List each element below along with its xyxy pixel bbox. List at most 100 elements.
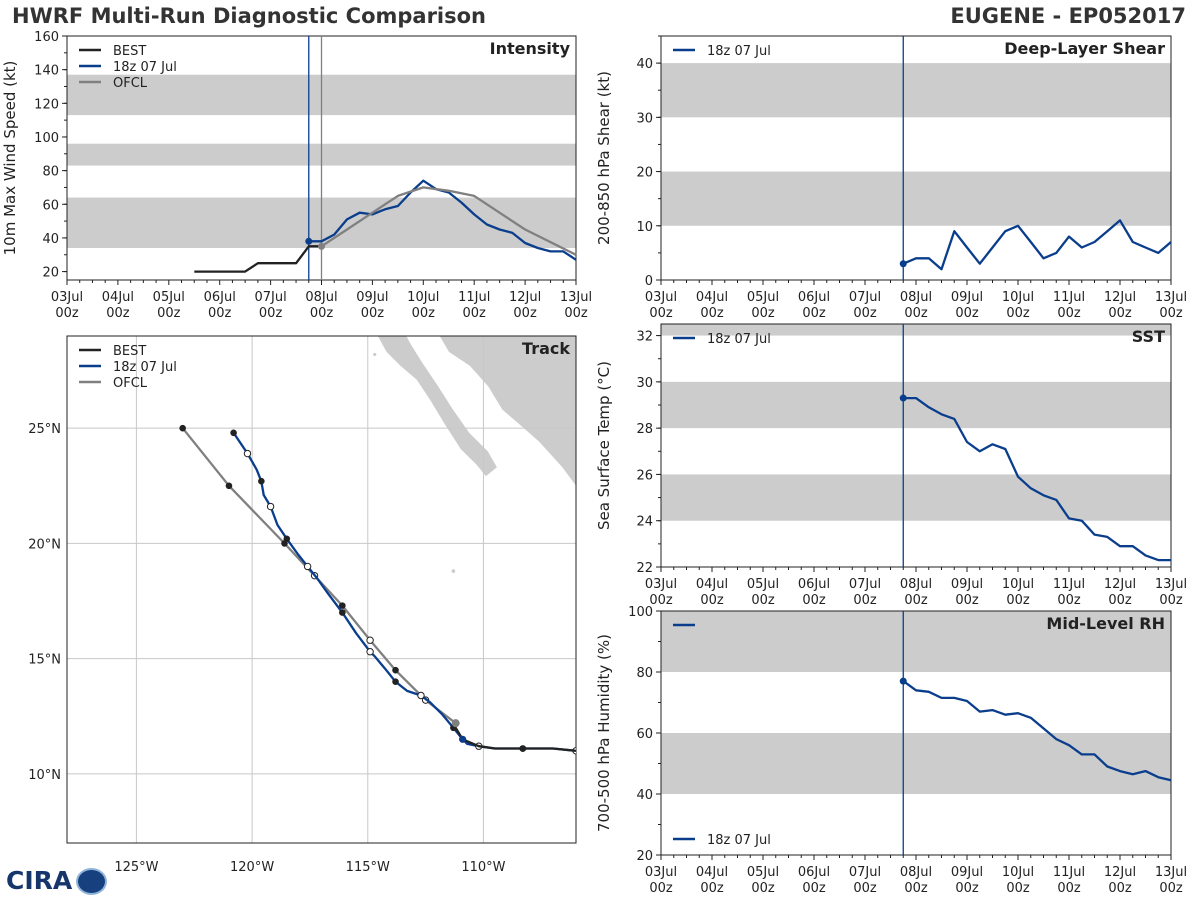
land-island [373,352,377,357]
sst-xtick-day: 07Jul [849,577,881,592]
shear-ytick-label: 10 [636,220,653,235]
track-point-open [266,502,275,511]
shear-ytick-label: 20 [636,166,653,181]
track-legend-label: BEST [113,344,146,359]
intensity-ylabel: 10m Max Wind Speed (kt) [1,61,19,256]
intensity-xtick-day: 12Jul [509,290,541,305]
logo-text: CIRA [6,866,73,895]
shear-panel: 01020304003Jul00z04Jul00z05Jul00z06Jul00… [595,35,1187,321]
track-series-ofcl [181,427,457,725]
intensity-xtick-day: 10Jul [407,290,439,305]
intensity-ytick-label: 100 [34,131,59,146]
shear-legend-label: 18z 07 Jul [707,44,771,59]
shear-xtick-hour: 00z [1108,306,1132,321]
rh-legend-label: 18z 07 Jul [707,833,771,848]
intensity-ytick-label: 160 [34,30,59,45]
logo-emblem-icon [76,868,107,895]
shear-xtick-day: 13Jul [1155,290,1187,305]
shear-shade-band [661,171,1171,226]
track-point-filled [283,535,291,543]
page-title: HWRF Multi-Run Diagnostic Comparison [12,4,487,28]
shear-xtick-hour: 00z [1006,306,1030,321]
rh-ytick-label: 40 [636,788,653,803]
shear-xtick-day: 08Jul [900,290,932,305]
sst-xtick-hour: 00z [802,593,826,608]
shear-xtick-day: 12Jul [1104,290,1136,305]
intensity-xtick-hour: 00z [310,306,334,321]
rh-xtick-day: 13Jul [1155,865,1187,880]
sst-ytick-label: 24 [636,515,653,530]
rh-xtick-hour: 00z [700,881,724,896]
shear-ytick-label: 30 [636,111,653,126]
intensity-series-best [194,245,322,273]
intensity-ytick-label: 140 [34,64,59,79]
rh-xtick-day: 09Jul [951,865,983,880]
rh-xtick-hour: 00z [1057,881,1081,896]
intensity-xtick-hour: 00z [361,306,385,321]
rh-panel: 2040608010003Jul00z04Jul00z05Jul00z06Jul… [595,605,1187,896]
track-land [373,336,576,573]
intensity-xtick-hour: 00z [157,306,181,321]
land-mainland [439,336,576,487]
sst-ylabel: Sea Surface Temp (°C) [595,361,613,530]
sst-xtick-hour: 00z [649,593,673,608]
intensity-legend-label: BEST [113,44,146,59]
shear-xtick-day: 11Jul [1053,290,1085,305]
track-point-filled [179,424,186,432]
shear-shade-band [661,63,1171,118]
rh-xtick-hour: 00z [955,881,979,896]
shear-series-run [902,219,1172,271]
sst-panel-title: SST [1132,327,1165,346]
intensity-legend-label: OFCL [113,76,148,91]
track-xtick-label: 110°W [461,860,505,875]
storm-id-title: EUGENE - EP052017 [950,4,1186,28]
sst-shade-band [661,324,1171,336]
intensity-xtick-hour: 00z [412,306,436,321]
track-run-start [459,735,467,743]
rh-xtick-hour: 00z [1159,881,1183,896]
sst-ytick-label: 32 [636,330,653,345]
sst-xtick-hour: 00z [955,593,979,608]
rh-xtick-day: 11Jul [1053,865,1085,880]
intensity-xtick-day: 04Jul [102,290,134,305]
intensity-panel-title: Intensity [490,39,571,58]
sst-point-run [899,394,907,402]
intensity-panel: 2040608010012014016003Jul00z04Jul00z05Ju… [1,30,592,321]
shear-xtick-hour: 00z [802,306,826,321]
rh-shade-band [661,611,1171,672]
sst-xtick-day: 08Jul [900,577,932,592]
track-legend-label: OFCL [113,376,148,391]
intensity-xtick-day: 09Jul [356,290,388,305]
shear-xtick-hour: 00z [751,306,775,321]
land-island [451,569,456,573]
track-point-open [303,562,312,571]
intensity-ytick-label: 40 [42,232,59,247]
sst-xtick-hour: 00z [751,593,775,608]
track-ytick-label: 20°N [28,537,61,552]
track-point-filled [339,602,346,609]
sst-xtick-hour: 00z [700,593,724,608]
sst-axes-frame [660,323,1172,568]
intensity-ytick-label: 60 [42,198,59,213]
track-ofcl-start [451,719,460,728]
track-lines [179,424,576,755]
sst-panel: 22242628303203Jul00z04Jul00z05Jul00z06Ju… [595,323,1187,608]
shear-ytick-label: 0 [645,274,653,289]
track-ytick-label: 10°N [28,768,61,783]
sst-xtick-day: 05Jul [747,577,779,592]
sst-xtick-hour: 00z [904,593,928,608]
track-ytick-label: 15°N [28,653,61,668]
rh-xtick-hour: 00z [649,881,673,896]
track-legend-label: 18z 07 Jul [113,360,177,375]
sst-xtick-day: 03Jul [645,577,677,592]
intensity-ytick-label: 120 [34,97,59,112]
intensity-xtick-hour: 00z [463,306,487,321]
sst-xtick-hour: 00z [1006,593,1030,608]
track-point-filled [258,477,265,485]
intensity-xtick-day: 05Jul [153,290,185,305]
track-xtick-label: 125°W [114,860,158,875]
intensity-xtick-hour: 00z [106,306,130,321]
sst-xtick-hour: 00z [853,593,877,608]
shear-xtick-day: 05Jul [747,290,779,305]
